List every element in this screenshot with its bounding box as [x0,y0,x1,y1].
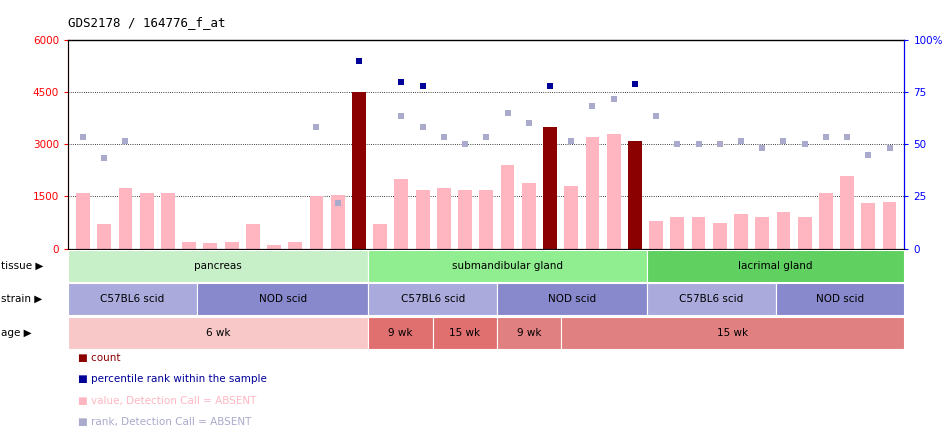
Bar [224,242,239,249]
Text: 9 wk: 9 wk [388,328,413,337]
Text: ■ rank, Detection Call = ABSENT: ■ rank, Detection Call = ABSENT [78,417,251,427]
Bar [564,186,578,249]
Bar [118,188,133,249]
Text: ■ value, Detection Call = ABSENT: ■ value, Detection Call = ABSENT [78,396,256,406]
Bar [585,137,599,249]
Bar [650,221,663,249]
Text: ■ count: ■ count [78,353,120,363]
Bar [76,193,90,249]
Text: age ▶: age ▶ [1,328,31,337]
Bar [543,127,557,249]
Text: C57BL6 scid: C57BL6 scid [401,294,465,304]
Bar [522,182,536,249]
Bar [691,218,706,249]
Bar [437,188,451,249]
Bar [182,242,196,249]
Bar [670,218,684,249]
Bar [267,245,281,249]
Bar [352,92,366,249]
Text: NOD scid: NOD scid [548,294,596,304]
Bar [331,195,345,249]
Bar [501,165,514,249]
Bar [204,243,217,249]
Text: NOD scid: NOD scid [259,294,307,304]
Text: ■ percentile rank within the sample: ■ percentile rank within the sample [78,374,266,385]
Bar [713,222,726,249]
Bar [607,134,620,249]
Bar [628,141,642,249]
Text: 9 wk: 9 wk [517,328,542,337]
Bar [840,176,854,249]
Bar [734,214,748,249]
Text: C57BL6 scid: C57BL6 scid [100,294,165,304]
Text: 15 wk: 15 wk [449,328,480,337]
Text: 15 wk: 15 wk [717,328,748,337]
Text: submandibular gland: submandibular gland [453,261,563,271]
Bar [310,197,323,249]
Text: C57BL6 scid: C57BL6 scid [679,294,743,304]
Bar [140,193,153,249]
Bar [246,224,259,249]
Text: strain ▶: strain ▶ [1,294,43,304]
Bar [797,218,812,249]
Bar [479,190,493,249]
Text: tissue ▶: tissue ▶ [1,261,44,271]
Bar [458,190,472,249]
Bar [819,193,832,249]
Bar [289,242,302,249]
Bar [98,224,111,249]
Bar [373,224,387,249]
Bar [862,203,875,249]
Text: 6 wk: 6 wk [206,328,230,337]
Text: GDS2178 / 164776_f_at: GDS2178 / 164776_f_at [68,16,225,28]
Text: pancreas: pancreas [194,261,242,271]
Bar [883,202,897,249]
Bar [161,193,175,249]
Bar [416,190,430,249]
Text: lacrimal gland: lacrimal gland [739,261,813,271]
Text: NOD scid: NOD scid [816,294,864,304]
Bar [756,218,769,249]
Bar [395,179,408,249]
Bar [777,212,791,249]
